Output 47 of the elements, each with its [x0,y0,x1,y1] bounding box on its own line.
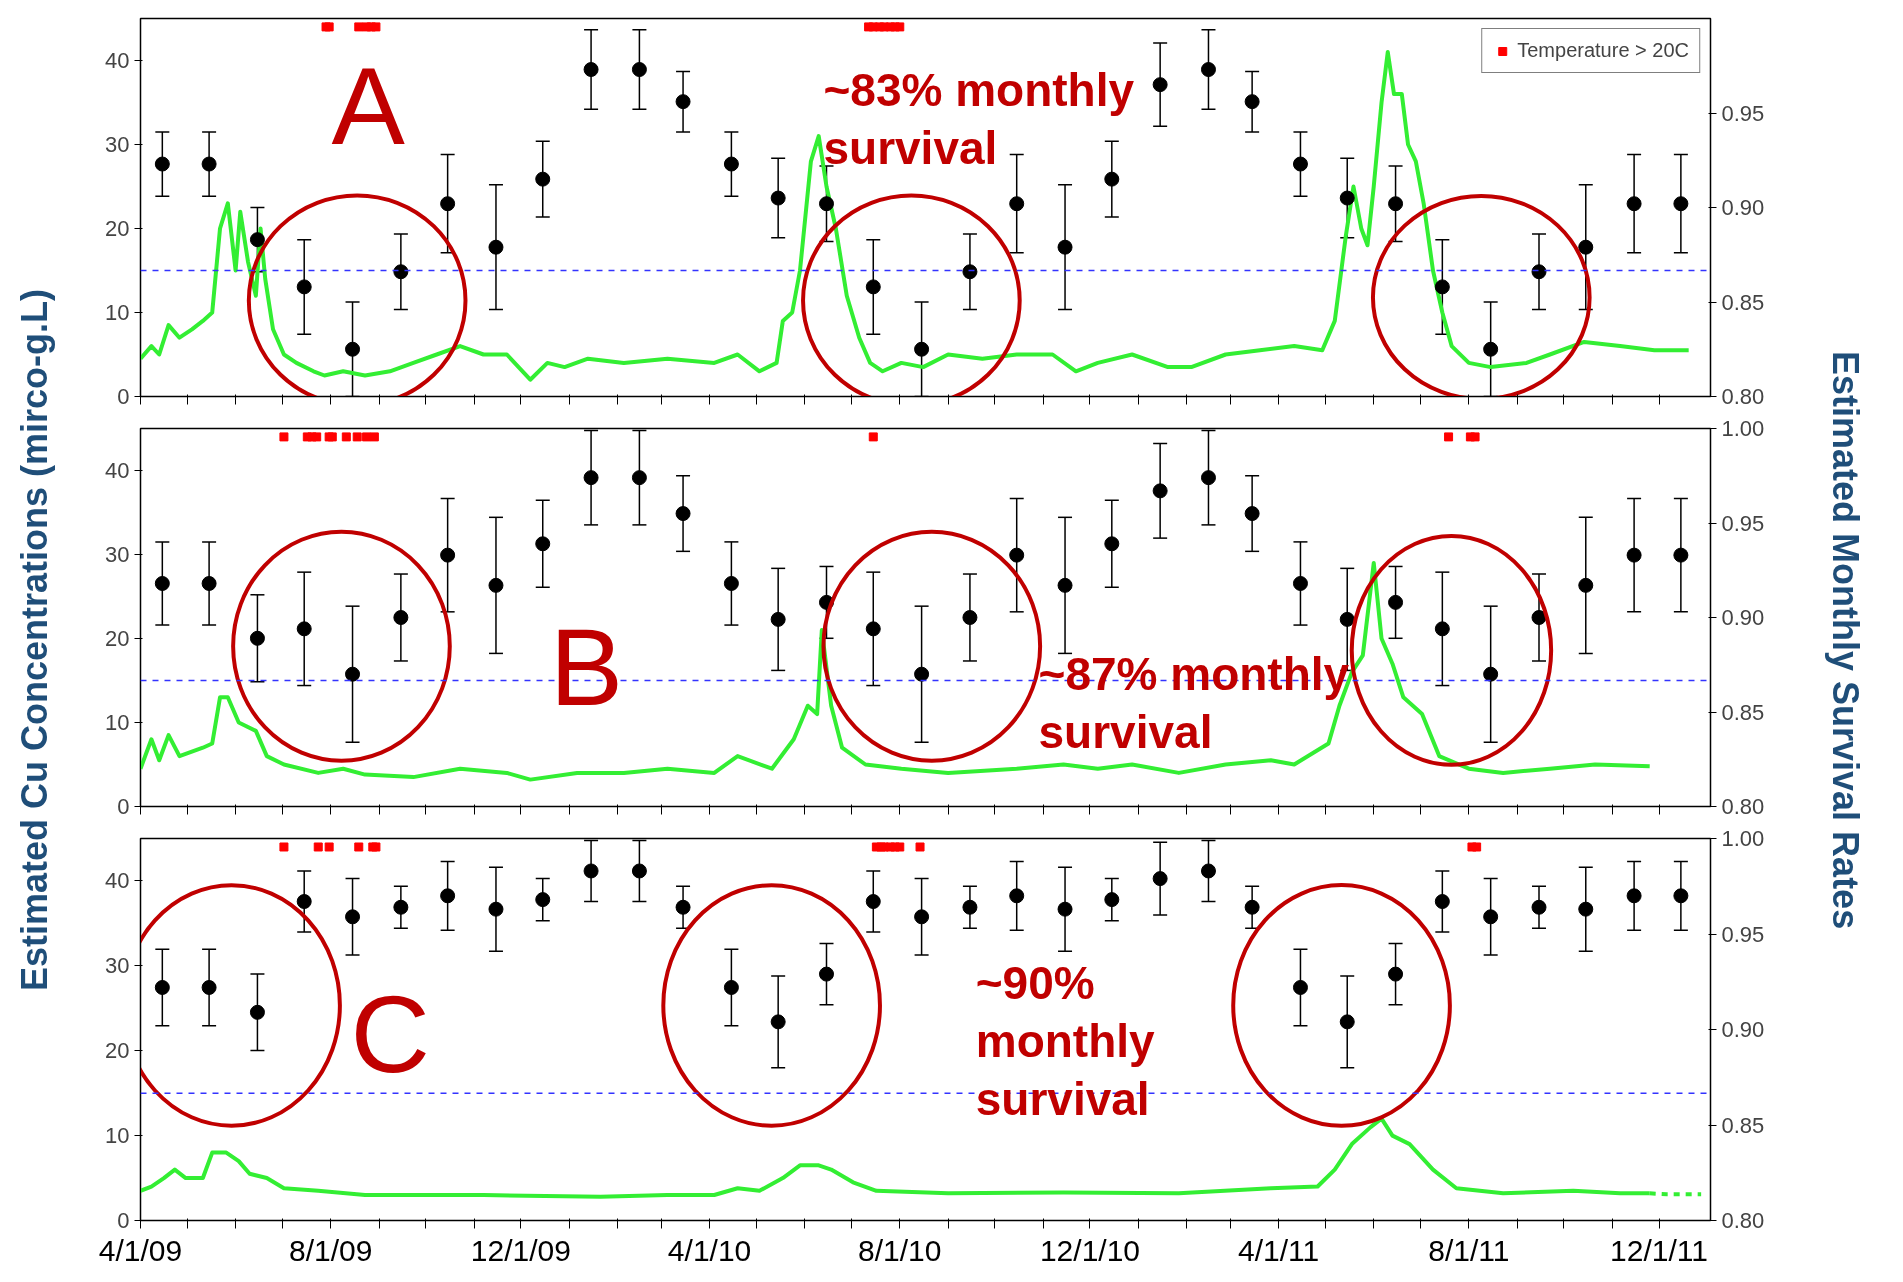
y2-tick-label: 0.90 [1721,605,1765,630]
y-tick-label: 10 [105,1123,130,1149]
x-tick-label: 4/1/11 [1238,1233,1320,1267]
y2-tick-label: 0.80 [1721,384,1765,409]
y2-tick-label: 0.95 [1721,921,1765,947]
y2-tick-label: 1.00 [1721,416,1765,441]
y-tick-label: 40 [105,868,130,894]
y-tick-label: 10 [105,300,130,325]
y-tick-label: 0 [117,384,130,409]
x-tick-label: 8/1/10 [858,1233,942,1267]
y-tick-label: 30 [105,132,130,157]
y2-tick-label: 0.85 [1721,289,1765,315]
annotation: ~83% monthly survival [823,63,1135,174]
y2-tick-label: 0.95 [1721,510,1765,536]
annotation: C [350,971,430,1095]
y-tick-label: 40 [105,48,130,73]
annotation: A [331,43,406,167]
y2-tick-label: 0.85 [1721,699,1765,725]
x-tick-label: 12/1/11 [1610,1233,1708,1267]
y-tick-label: 10 [105,710,130,735]
y-tick-label: 20 [105,216,130,241]
y2-axis-title: Estimated Monthly Survival Rates [1823,350,1867,930]
y2-tick-label: 0.80 [1721,794,1765,819]
y-tick-label: 0 [117,1208,130,1233]
y-tick-label: 0 [117,794,130,819]
x-tick-label: 12/1/10 [1039,1233,1141,1267]
x-tick-label: 4/1/09 [98,1233,183,1267]
x-tick-label: 8/1/09 [289,1233,373,1267]
y2-tick-label: 0.90 [1721,195,1765,220]
y2-tick-label: 0.95 [1721,100,1765,126]
y2-tick-label: 0.85 [1721,1112,1765,1138]
x-tick-label: 8/1/11 [1428,1233,1510,1267]
y-tick-label: 40 [105,458,130,483]
annotation: ~87% monthly survival [1038,647,1350,758]
x-tick-label: 12/1/09 [470,1233,571,1267]
y-axis-title: Estimated Cu Concentrations (mirco-g.L) [13,288,57,992]
x-tick-label: 4/1/10 [667,1233,752,1267]
legend-label: Temperature > 20C [1517,39,1689,62]
y-tick-label: 20 [105,1038,130,1064]
y2-tick-label: 0.90 [1721,1017,1765,1042]
y2-tick-label: 1.00 [1721,826,1765,851]
y-tick-label: 30 [105,953,130,979]
annotation: ~90% monthly survival [975,956,1156,1125]
y2-tick-label: 0.80 [1721,1208,1765,1233]
annotation: B [549,605,624,729]
y-tick-label: 30 [105,542,130,567]
y-tick-label: 20 [105,626,130,651]
